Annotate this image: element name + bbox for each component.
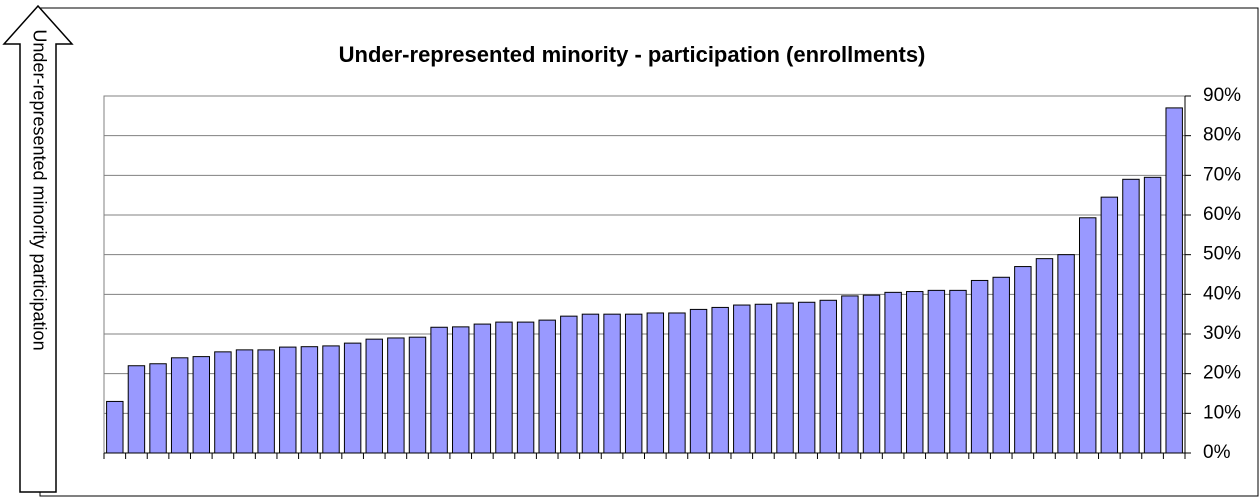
bar: [927, 289, 946, 454]
bar: [495, 321, 513, 454]
bar: [365, 338, 383, 454]
bar: [1122, 178, 1140, 454]
bar: [300, 346, 319, 454]
bar: [646, 312, 665, 454]
bar: [906, 291, 924, 454]
bar: [257, 349, 275, 454]
bar: [668, 312, 686, 454]
bar: [776, 302, 794, 454]
bar: [560, 315, 578, 454]
bar: [624, 313, 643, 454]
bar: [1078, 217, 1097, 454]
bar: [106, 400, 124, 454]
bar: [322, 345, 340, 454]
bar: [819, 299, 837, 454]
bar: [581, 313, 600, 454]
bar: [711, 306, 729, 454]
bar: [1165, 107, 1183, 454]
bar: [1100, 196, 1119, 454]
bar: [214, 351, 232, 454]
bar: [797, 301, 816, 454]
bar: [1057, 254, 1075, 454]
bar: [149, 363, 167, 454]
y-tick-label: 90%: [1203, 85, 1241, 106]
y-axis-label: Under-represented minority participation: [29, 29, 49, 350]
bar: [343, 342, 362, 454]
bar: [170, 357, 189, 454]
bar: [473, 323, 492, 454]
bar: [1035, 258, 1054, 454]
bar: [862, 294, 881, 454]
chart-title: Under-represented minority - participati…: [339, 42, 926, 67]
y-tick-label: 30%: [1203, 323, 1241, 344]
bar: [127, 365, 146, 454]
bar: [452, 326, 470, 454]
bar: [538, 319, 556, 454]
bar: [430, 326, 448, 454]
bar: [603, 313, 621, 454]
arrow: [2, 4, 74, 493]
bar: [733, 304, 751, 454]
bar: [408, 336, 427, 454]
bar: [992, 276, 1010, 454]
bar: [970, 279, 989, 454]
bar: [387, 337, 405, 454]
bar: [1014, 266, 1032, 454]
bar: [689, 308, 708, 454]
y-tick-label: 50%: [1203, 244, 1241, 265]
bar: [754, 303, 773, 454]
y-tick-label: 70%: [1203, 164, 1241, 185]
y-tick-label: 60%: [1203, 204, 1241, 225]
y-tick-label: 40%: [1203, 283, 1241, 304]
y-tick-label: 0%: [1203, 442, 1231, 463]
y-tick-label: 80%: [1203, 125, 1241, 146]
bar: [884, 291, 902, 454]
bar: [192, 356, 211, 454]
bar: [235, 349, 254, 454]
bar: [1143, 176, 1162, 454]
y-tick-label: 10%: [1203, 402, 1241, 423]
y-tick-label: 20%: [1203, 363, 1241, 384]
bar: [841, 295, 859, 454]
bar: [516, 321, 535, 454]
bar: [949, 289, 967, 454]
bar: [279, 346, 297, 454]
